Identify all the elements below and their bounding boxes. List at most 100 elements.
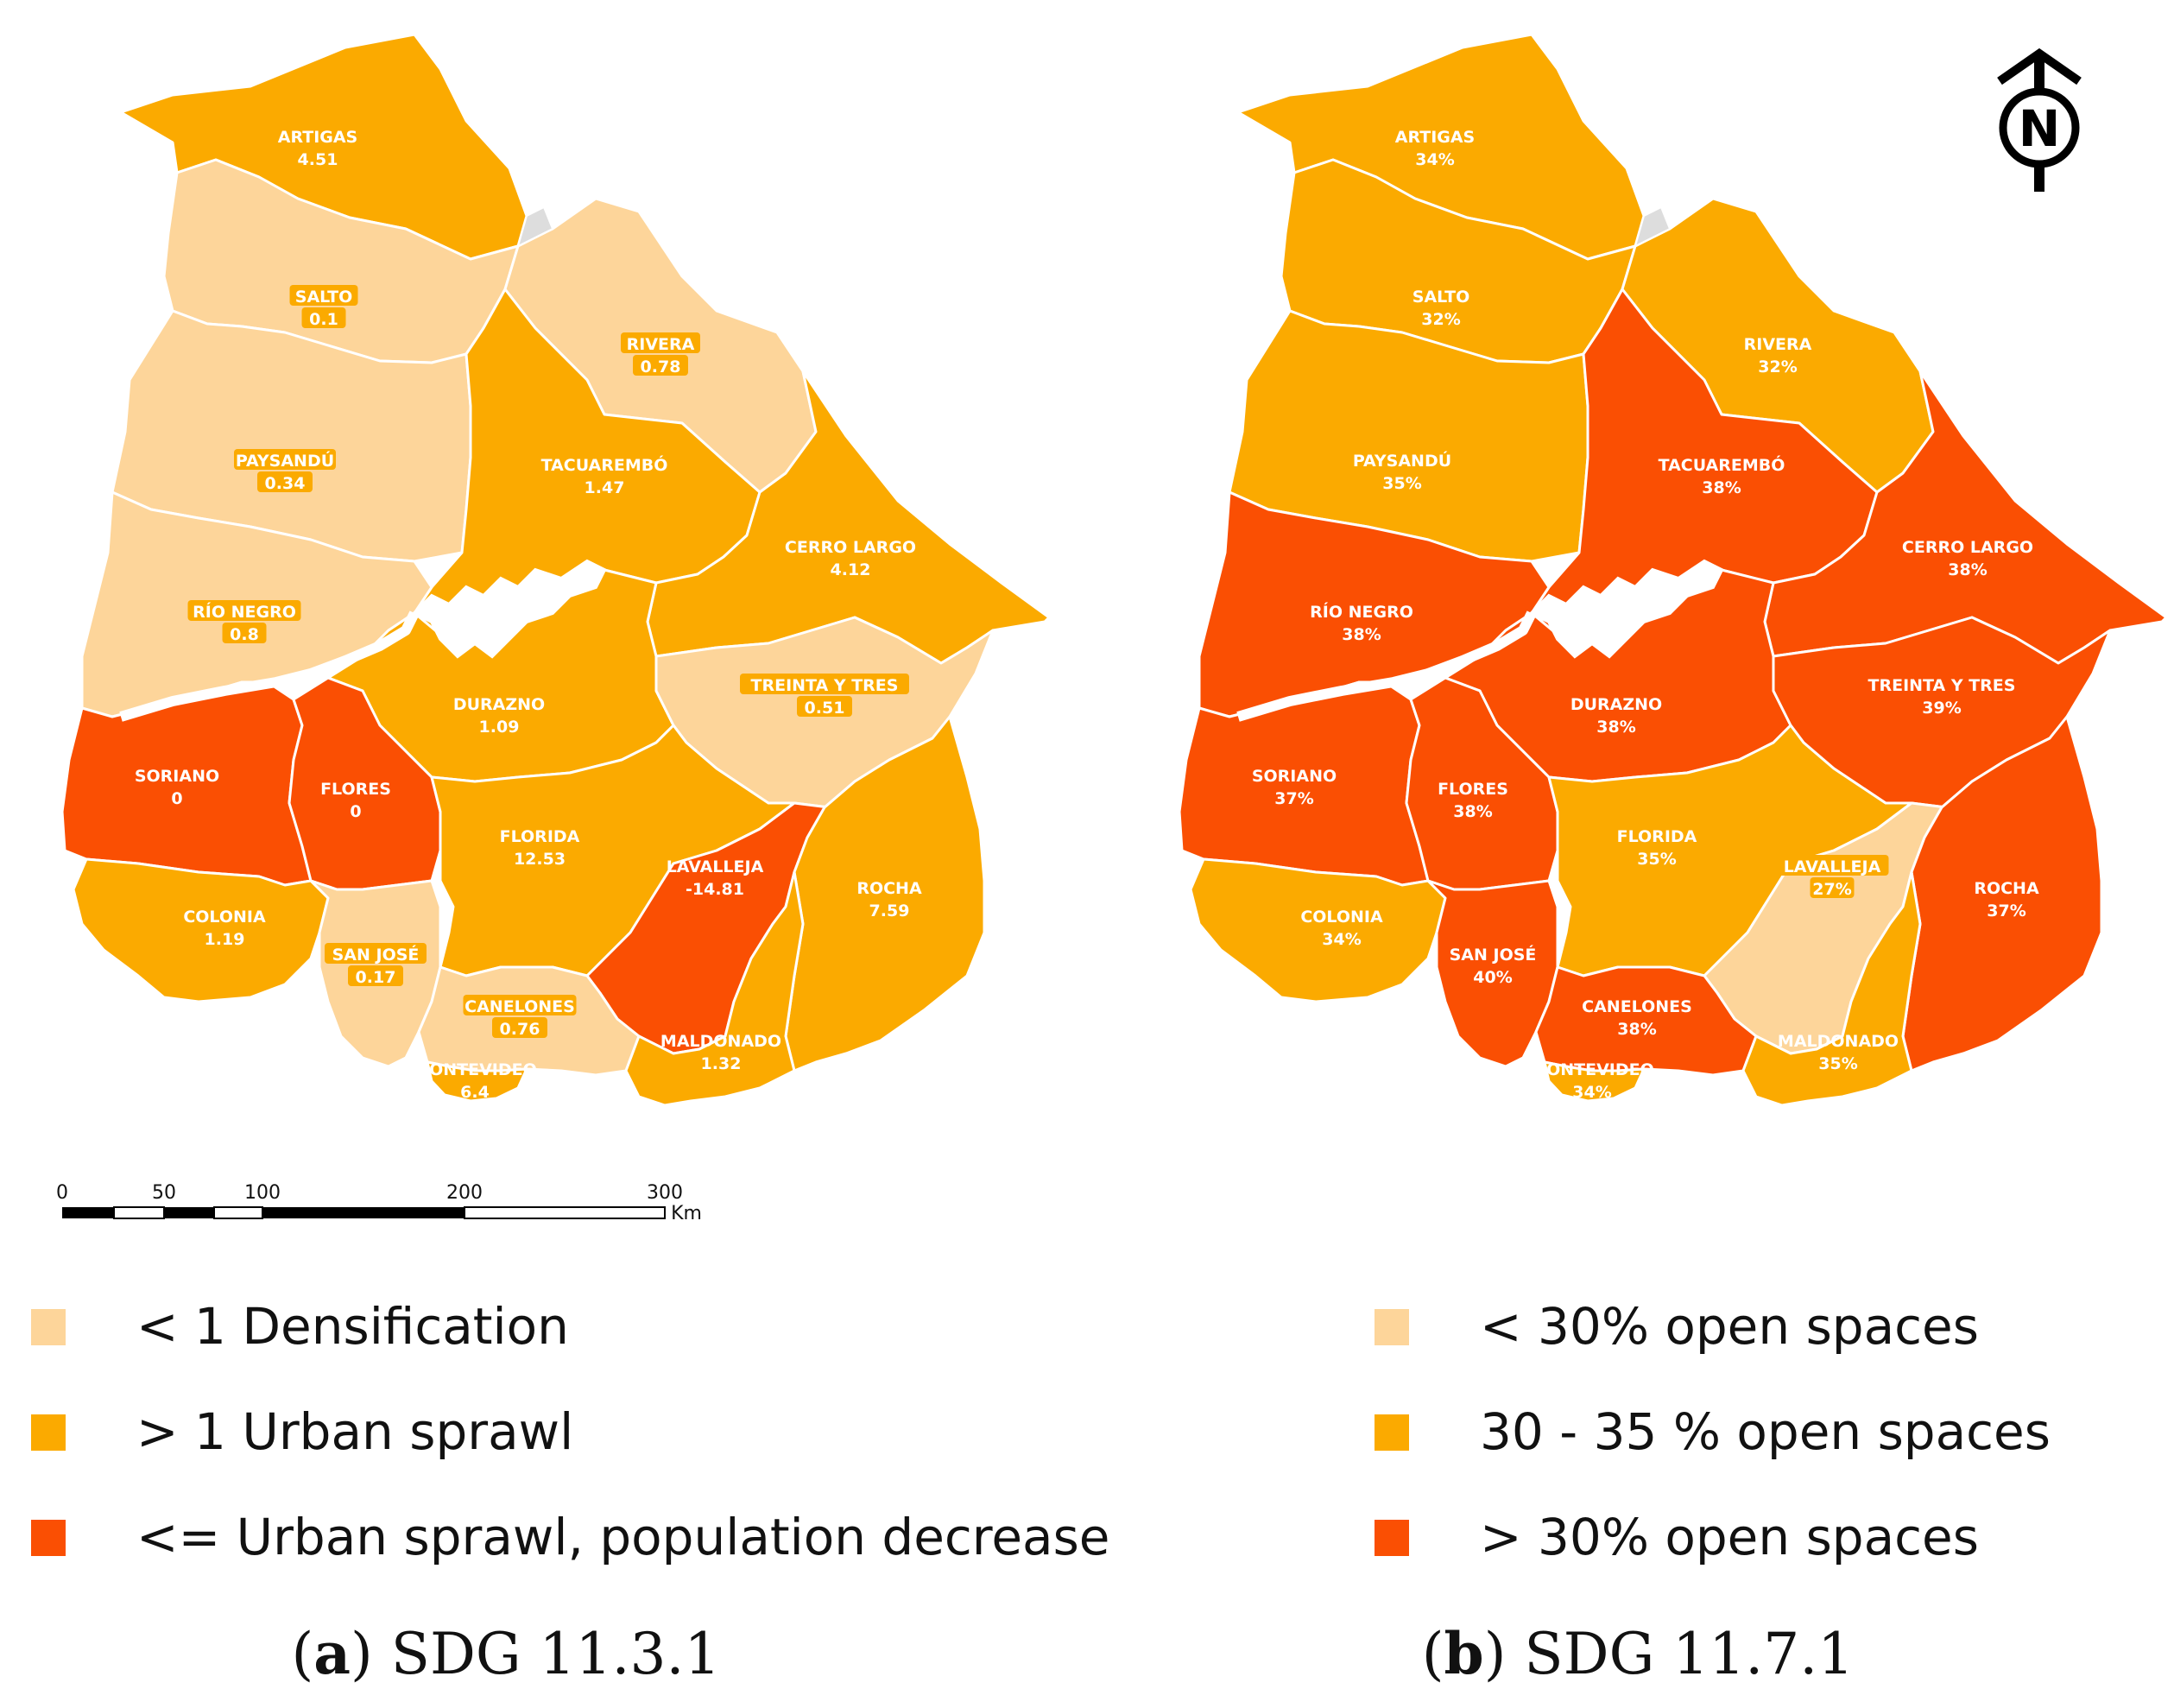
department-name: CANELONES — [1582, 997, 1692, 1016]
department-value: 0.1 — [309, 310, 338, 329]
department-value: 4.12 — [831, 560, 871, 579]
department-name: FLORES — [1438, 780, 1508, 799]
department-value: 0.8 — [230, 625, 259, 644]
label-background — [797, 696, 852, 717]
scale-segment — [262, 1207, 465, 1218]
label-background — [463, 995, 577, 1015]
label-background — [492, 1017, 547, 1038]
department-name: CERRO LARGO — [1902, 538, 2033, 557]
department-value: 12.53 — [514, 850, 566, 869]
map-b-lake — [1528, 559, 1724, 659]
map-b-region-montevideo — [1543, 1060, 1646, 1103]
label-background — [740, 674, 909, 694]
scale-segment — [464, 1206, 666, 1219]
label-background — [234, 449, 336, 470]
map-a-region-maldonado — [624, 870, 805, 1107]
department-name: LAVALLEJA — [1784, 857, 1881, 876]
department-value: 35% — [1382, 474, 1421, 493]
department-value: 0.51 — [805, 699, 845, 718]
map-a-label-rivera: RIVERA 0.78 — [621, 332, 700, 376]
map-b-label-flores: FLORES 38% — [1438, 780, 1508, 821]
department-value: 1.19 — [205, 930, 245, 949]
department-value: 1.09 — [479, 718, 520, 737]
map-a-label-maldonado: MALDONADO 1.32 — [660, 1032, 781, 1073]
legend-label: > 1 Urban sprawl — [136, 1402, 573, 1461]
department-value: 38% — [1702, 478, 1741, 497]
department-value: 27% — [1812, 880, 1851, 899]
map-a-label-soriano: SORIANO 0 — [135, 767, 219, 808]
label-background — [1775, 855, 1889, 876]
department-name: FLORES — [320, 780, 391, 799]
department-name: TACUAREMBÓ — [541, 454, 668, 475]
map-b-label-cerro-largo: CERRO LARGO 38% — [1902, 538, 2033, 579]
caption-a: (a) SDG 11.3.1 — [291, 1620, 720, 1687]
map-b-label-lavalleja: LAVALLEJA 27% — [1775, 855, 1889, 899]
map-a-label-paysandu: PAYSANDÚ 0.34 — [234, 449, 336, 493]
map-b-label-maldonado: MALDONADO 35% — [1778, 1032, 1899, 1073]
legend-swatch-densification — [31, 1309, 66, 1345]
department-name: ARTIGAS — [1395, 128, 1476, 147]
department-value: 38% — [1617, 1020, 1656, 1039]
map-a-label-canelones: CANELONES 0.76 — [463, 995, 577, 1039]
map-a-label-treinta-y-tres: TREINTA Y TRES 0.51 — [740, 674, 909, 718]
map-a-river — [119, 610, 420, 722]
map-b-label-durazno: DURAZNO 38% — [1570, 695, 1662, 737]
department-name: LAVALLEJA — [667, 857, 764, 876]
map-b-label-colonia: COLONIA 34% — [1300, 908, 1383, 949]
department-value: 0.78 — [641, 357, 681, 376]
department-name: SAN JOSÉ — [1450, 945, 1537, 965]
legend-label: < 30% open spaces — [1480, 1297, 1979, 1356]
scale-segment — [62, 1207, 114, 1218]
label-background — [1810, 877, 1855, 898]
map-b-region-maldonado — [1741, 870, 1922, 1107]
department-name: MALDONADO — [1778, 1032, 1899, 1051]
map-a-label-salto: SALTO 0.1 — [289, 285, 358, 329]
legend-swatch-decrease — [31, 1520, 66, 1556]
map-sdg-11-3-1: ARTIGAS 4.51 SALTO 0.1 RIVERA 0.78 PAYSANDÚ 0.3… — [60, 33, 1051, 1107]
scale-segment — [113, 1206, 165, 1219]
legend-swatch-decrease — [1375, 1520, 1409, 1556]
department-value: 0 — [350, 802, 361, 821]
department-name: CANELONES — [465, 997, 575, 1016]
department-value: 1.32 — [701, 1054, 742, 1073]
legend-label: > 30% open spaces — [1480, 1508, 1979, 1566]
map-b-label-rio-negro: RÍO NEGRO 38% — [1310, 602, 1413, 644]
department-value: 38% — [1948, 560, 1987, 579]
caption-b-text: SDG 11.7.1 — [1506, 1621, 1854, 1687]
department-name: SAN JOSÉ — [332, 945, 420, 965]
map-sdg-11-7-1: ARTIGAS 34% SALTO 32% RIVERA 32% PAYSANDÚ 35% TA… — [1178, 33, 2168, 1107]
map-a-label-montevideo: MONTEVIDEO 6.4 — [413, 1060, 537, 1102]
department-value: 1.47 — [585, 478, 625, 497]
department-name: ROCHA — [1974, 879, 2039, 898]
department-name: SALTO — [295, 288, 352, 307]
department-name: RÍO NEGRO — [1310, 602, 1413, 622]
legend-swatch-densification — [1375, 1309, 1409, 1345]
north-arrow-icon: N — [1997, 47, 2082, 192]
legend-label: 30 - 35 % open spaces — [1480, 1402, 2051, 1461]
label-background — [187, 600, 301, 621]
department-name: COLONIA — [183, 908, 266, 927]
scale-bar: 0 50 100 200 300 Km — [56, 1182, 702, 1224]
map-b-label-rivera: RIVERA 32% — [1744, 335, 1812, 376]
label-background — [633, 355, 688, 376]
department-name: RÍO NEGRO — [193, 602, 296, 622]
department-name: SALTO — [1412, 288, 1469, 307]
department-value: 35% — [1818, 1054, 1857, 1073]
scale-unit: Km — [671, 1203, 702, 1224]
department-value: 38% — [1596, 718, 1635, 737]
map-a-label-tacuarembo: TACUAREMBÓ 1.47 — [541, 454, 668, 497]
department-name: RIVERA — [627, 335, 695, 354]
label-background — [348, 965, 403, 986]
department-name: PAYSANDÚ — [236, 450, 334, 471]
label-background — [621, 332, 700, 353]
map-a-no-data-patch — [516, 206, 554, 248]
department-name: MONTEVIDEO — [1530, 1060, 1654, 1079]
department-name: SORIANO — [135, 767, 219, 786]
map-b-label-san-jose: SAN JOSÉ 40% — [1450, 945, 1537, 987]
department-name: MONTEVIDEO — [413, 1060, 537, 1079]
caption-b-letter: b — [1444, 1620, 1484, 1687]
map-b-label-tacuarembo: TACUAREMBÓ 38% — [1659, 454, 1785, 497]
label-background — [325, 943, 427, 964]
caption-a-letter: a — [313, 1620, 351, 1687]
